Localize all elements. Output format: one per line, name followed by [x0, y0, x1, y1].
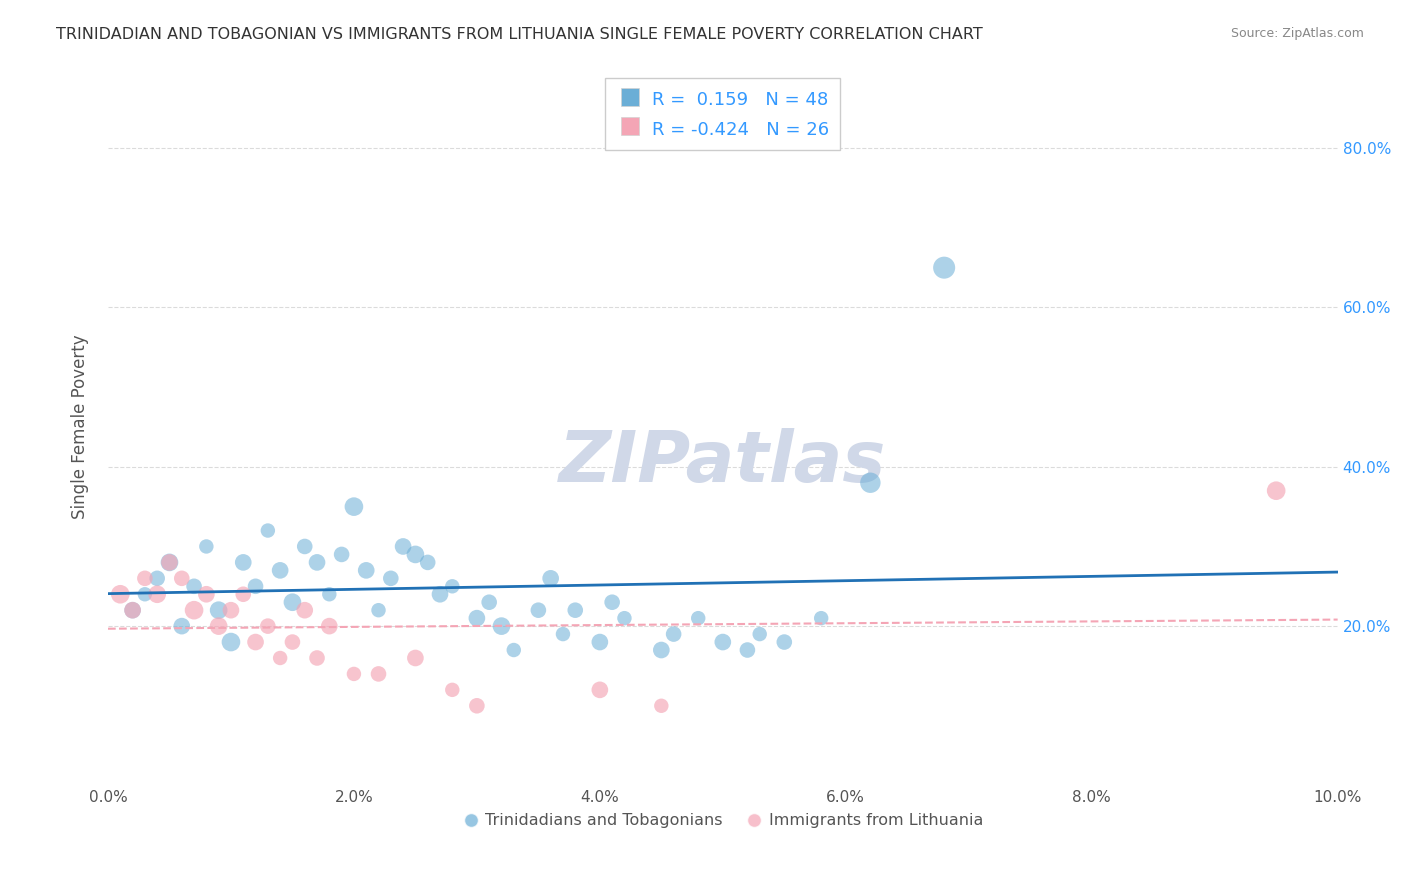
Point [429, 587, 451, 601]
Point [650, 698, 672, 713]
Point [281, 635, 304, 649]
Point [465, 611, 488, 625]
Point [934, 260, 956, 275]
Point [219, 603, 242, 617]
Point [367, 603, 389, 617]
Legend: Trinidadians and Tobagonians, Immigrants from Lithuania: Trinidadians and Tobagonians, Immigrants… [456, 807, 990, 835]
Text: ZIPatlas: ZIPatlas [560, 428, 887, 498]
Point [589, 682, 612, 697]
Point [183, 603, 205, 617]
Point [662, 627, 685, 641]
Point [159, 555, 181, 569]
Point [269, 651, 291, 665]
Point [502, 643, 524, 657]
Point [343, 500, 366, 514]
Point [257, 524, 280, 538]
Point [688, 611, 710, 625]
Point [441, 682, 464, 697]
Point [219, 635, 242, 649]
Point [404, 548, 426, 562]
Point [121, 603, 143, 617]
Point [208, 603, 231, 617]
Point [159, 555, 181, 569]
Point [367, 667, 389, 681]
Text: TRINIDADIAN AND TOBAGONIAN VS IMMIGRANTS FROM LITHUANIA SINGLE FEMALE POVERTY CO: TRINIDADIAN AND TOBAGONIAN VS IMMIGRANTS… [56, 27, 983, 42]
Point [294, 540, 316, 554]
Point [305, 555, 328, 569]
Point [318, 619, 340, 633]
Point [441, 579, 464, 593]
Point [416, 555, 439, 569]
Point [564, 603, 586, 617]
Point [354, 563, 377, 577]
Point [183, 579, 205, 593]
Point [134, 587, 156, 601]
Point [232, 555, 254, 569]
Point [404, 651, 426, 665]
Point [305, 651, 328, 665]
Point [491, 619, 513, 633]
Point [170, 571, 193, 585]
Point [110, 587, 132, 601]
Point [380, 571, 402, 585]
Point [737, 643, 759, 657]
Point [711, 635, 734, 649]
Point [195, 540, 218, 554]
Point [551, 627, 574, 641]
Point [245, 635, 267, 649]
Point [613, 611, 636, 625]
Point [1265, 483, 1288, 498]
Point [281, 595, 304, 609]
Point [146, 571, 169, 585]
Point [170, 619, 193, 633]
Point [465, 698, 488, 713]
Y-axis label: Single Female Poverty: Single Female Poverty [72, 334, 89, 519]
Point [540, 571, 562, 585]
Point [232, 587, 254, 601]
Point [257, 619, 280, 633]
Point [650, 643, 672, 657]
Text: Source: ZipAtlas.com: Source: ZipAtlas.com [1230, 27, 1364, 40]
Point [245, 579, 267, 593]
Point [208, 619, 231, 633]
Point [600, 595, 623, 609]
Point [330, 548, 353, 562]
Point [146, 587, 169, 601]
Point [121, 603, 143, 617]
Point [773, 635, 796, 649]
Point [527, 603, 550, 617]
Point [810, 611, 832, 625]
Point [859, 475, 882, 490]
Point [748, 627, 770, 641]
Point [392, 540, 415, 554]
Point [478, 595, 501, 609]
Point [134, 571, 156, 585]
Point [318, 587, 340, 601]
Point [589, 635, 612, 649]
Point [343, 667, 366, 681]
Point [294, 603, 316, 617]
Point [195, 587, 218, 601]
Point [269, 563, 291, 577]
